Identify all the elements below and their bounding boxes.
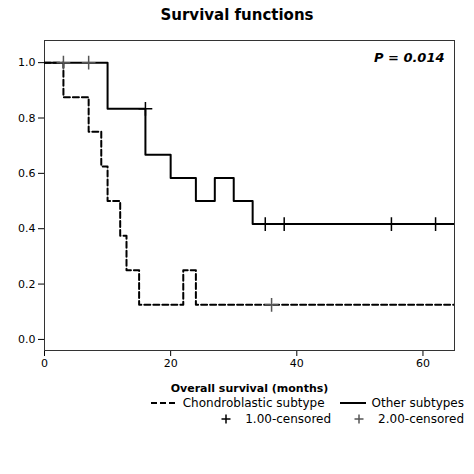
svg-text:P = 0.014: P = 0.014 <box>374 50 445 65</box>
svg-text:0.6: 0.6 <box>18 167 36 180</box>
html-text:Survival functions: Survival functions <box>160 6 314 24</box>
svg-text:0.4: 0.4 <box>18 222 36 235</box>
html-text:2.00-censored: 2.00-censored <box>378 412 464 426</box>
svg-text:0.2: 0.2 <box>18 278 36 291</box>
svg-text:20: 20 <box>164 357 178 370</box>
html-text:Chondroblastic subtype: Chondroblastic subtype <box>182 396 325 410</box>
html-text:Other subtypes: Other subtypes <box>371 396 464 410</box>
svg-text:0: 0 <box>41 357 48 370</box>
html-text:1.00-censored: 1.00-censored <box>245 412 332 426</box>
svg-text:Overall survival (months): Overall survival (months) <box>171 382 329 395</box>
svg-text:1.0: 1.0 <box>18 56 36 69</box>
svg-text:40: 40 <box>290 357 304 370</box>
svg-text:0.8: 0.8 <box>18 112 36 125</box>
svg-text:0.0: 0.0 <box>18 333 36 346</box>
svg-text:60: 60 <box>416 357 430 370</box>
